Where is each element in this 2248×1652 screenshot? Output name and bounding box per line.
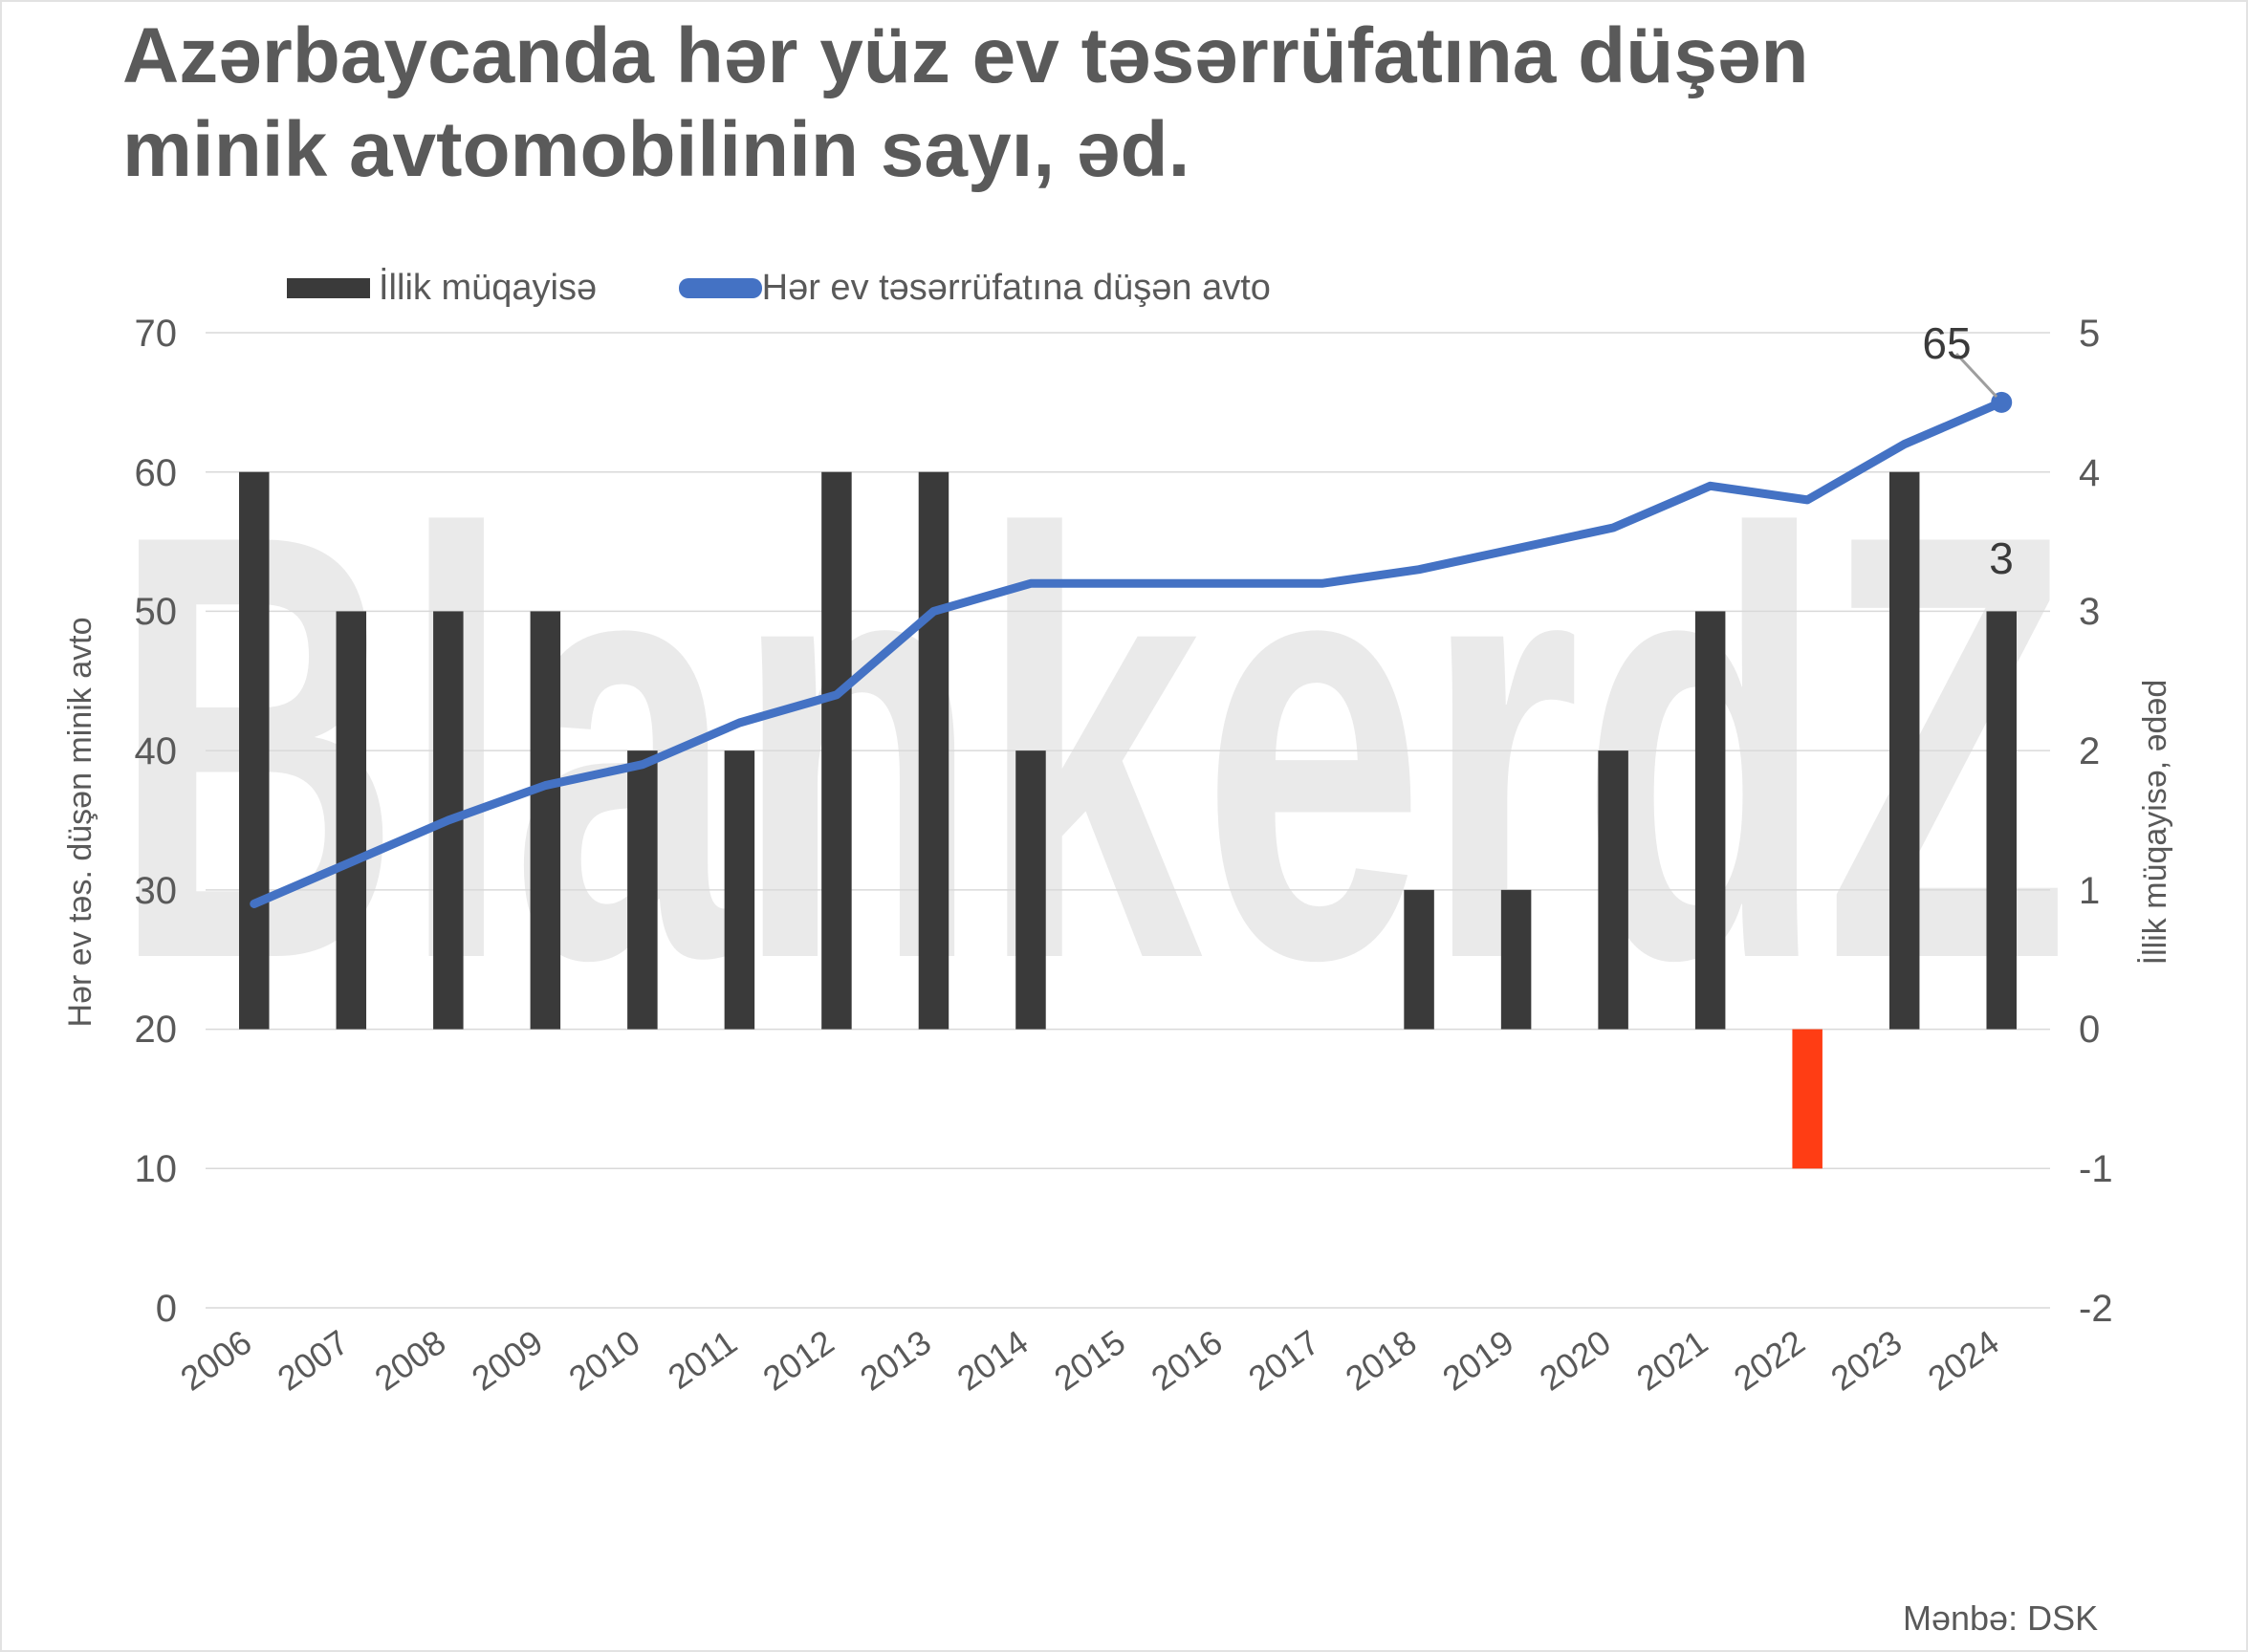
svg-text:2018: 2018 [1339,1322,1424,1399]
svg-text:3: 3 [2079,591,2100,633]
svg-text:2022: 2022 [1727,1322,1812,1399]
svg-text:70: 70 [135,313,178,355]
svg-text:2013: 2013 [853,1322,938,1399]
svg-text:60: 60 [135,452,178,494]
svg-text:20: 20 [135,1009,178,1051]
svg-text:2024: 2024 [1921,1322,2006,1399]
svg-text:2010: 2010 [561,1322,646,1399]
svg-text:30: 30 [135,870,178,912]
svg-text:2009: 2009 [465,1322,550,1399]
svg-text:2019: 2019 [1435,1322,1520,1399]
svg-text:40: 40 [135,730,178,772]
svg-text:Hər ev təs. düşən minik avto: Hər ev təs. düşən minik avto [62,618,98,1028]
svg-text:2: 2 [2079,730,2100,772]
svg-text:2008: 2008 [367,1322,452,1399]
svg-text:2014: 2014 [949,1322,1035,1399]
svg-text:0: 0 [2079,1009,2100,1051]
svg-text:10: 10 [135,1148,178,1190]
svg-text:65: 65 [1922,318,1971,368]
svg-text:50: 50 [135,591,178,633]
svg-text:0: 0 [156,1288,177,1330]
svg-text:4: 4 [2079,452,2100,494]
svg-text:2012: 2012 [755,1322,840,1399]
svg-text:-1: -1 [2079,1148,2113,1190]
svg-text:2016: 2016 [1144,1322,1229,1399]
svg-text:2015: 2015 [1047,1322,1132,1399]
svg-text:5: 5 [2079,313,2100,355]
svg-text:-2: -2 [2079,1288,2113,1330]
svg-text:2007: 2007 [271,1322,356,1399]
svg-text:3: 3 [1989,533,2014,583]
svg-text:2006: 2006 [173,1322,258,1399]
svg-text:2017: 2017 [1241,1322,1326,1399]
svg-text:2011: 2011 [661,1322,744,1397]
svg-text:BlankerdZ: BlankerdZ [112,409,2069,1085]
svg-text:2020: 2020 [1533,1322,1618,1399]
svg-text:İllik müqayisə, ədəd: İllik müqayisə, ədəd [2137,680,2173,966]
svg-text:2021: 2021 [1629,1322,1714,1399]
svg-text:1: 1 [2079,870,2100,912]
svg-text:2023: 2023 [1823,1322,1909,1399]
